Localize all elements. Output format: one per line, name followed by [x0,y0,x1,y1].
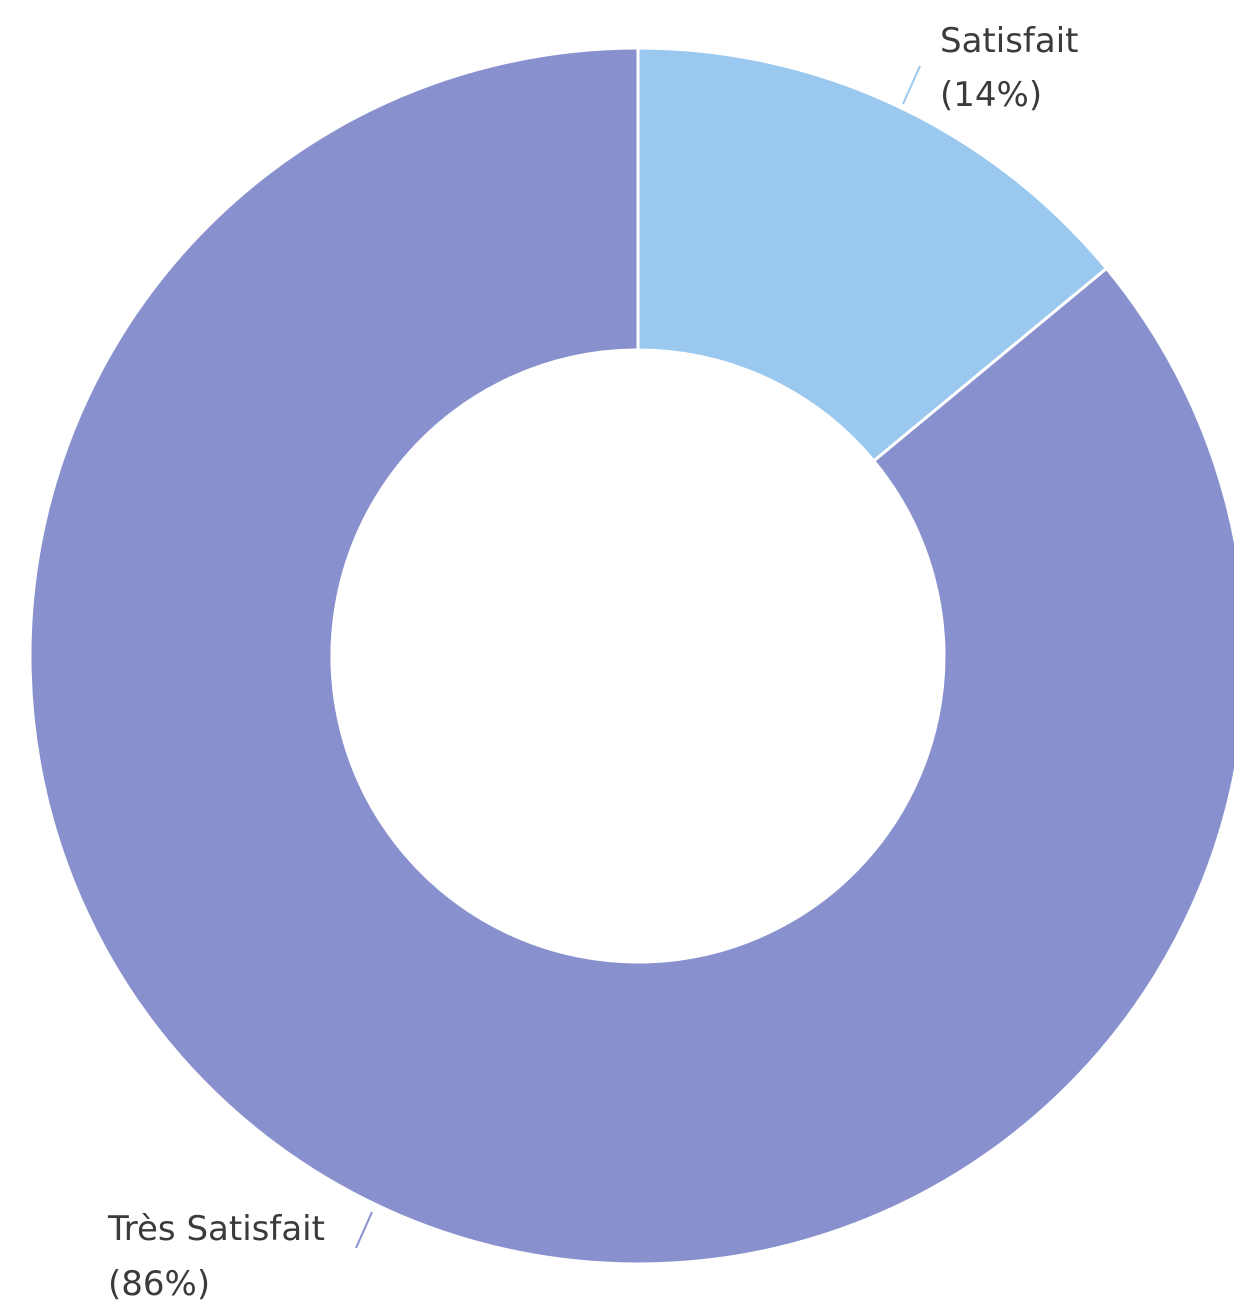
donut-slice-1 [28,46,1234,1266]
leader-line-1 [355,1211,373,1249]
slice-label-tres-satisfait: Très Satisfait (86%) [107,1209,325,1304]
leader-line-0 [902,65,921,105]
leader-lines [355,65,921,1249]
donut-slice-0 [636,46,1109,464]
slice-percent-label: (86%) [108,1264,210,1304]
donut-slices [28,46,1234,1266]
slice-name-label: Satisfait [940,21,1079,61]
slice-name-label: Très Satisfait [107,1209,325,1249]
slice-percent-label: (14%) [940,75,1042,115]
slice-label-satisfait: Satisfait (14%) [940,21,1079,115]
